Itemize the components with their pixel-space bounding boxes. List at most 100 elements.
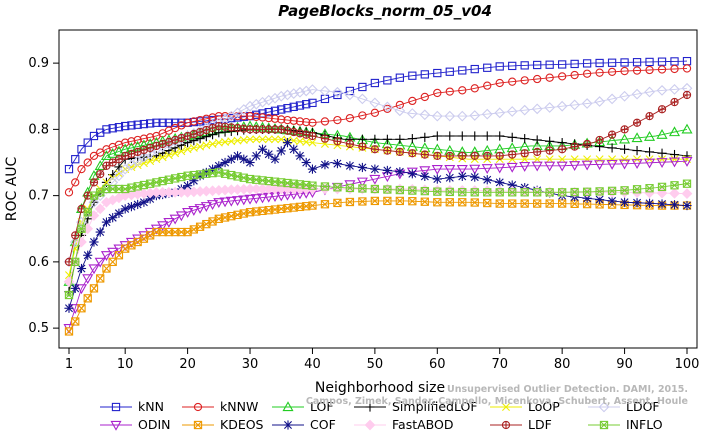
data-point-marker [333,115,342,125]
data-point-marker [227,111,236,121]
data-point-marker [358,82,367,92]
data-point-marker [506,162,518,173]
data-point-marker [383,196,392,206]
data-point-marker [657,57,667,66]
data-point-marker [345,113,355,123]
data-point-marker [508,61,517,71]
data-point-marker [533,155,542,164]
data-point-marker [95,227,105,237]
data-point-marker [332,159,343,169]
data-point-marker [408,71,417,80]
plot-area-frame [58,29,698,349]
data-point-marker [183,145,192,154]
data-point-marker [214,138,223,147]
data-point-marker [277,105,286,114]
data-point-marker [113,170,125,182]
data-point-marker [345,161,355,171]
data-point-marker [358,184,367,193]
data-point-marker [608,155,617,164]
data-point-marker [308,118,317,127]
data-point-marker [481,108,493,120]
data-point-marker [395,100,404,110]
data-point-marker [64,290,74,300]
data-point-marker [469,164,481,175]
data-point-marker [164,151,173,160]
data-point-marker [483,81,492,90]
data-point-marker [252,135,261,144]
data-point-marker [619,90,630,102]
data-point-marker [545,136,555,146]
data-point-marker [556,100,568,112]
data-point-marker [669,200,680,210]
data-point-marker [406,167,418,178]
data-point-marker [420,197,429,206]
data-point-marker [444,110,456,122]
data-point-marker [494,107,506,119]
data-point-marker [407,134,417,144]
data-point-marker [127,137,136,146]
data-point-marker [357,162,367,173]
data-point-marker [644,130,656,141]
data-point-marker [570,187,579,197]
data-point-marker [77,224,86,233]
y-tick-label: 0.9 [28,56,49,71]
data-point-marker [681,188,693,200]
data-point-marker [369,174,381,185]
data-point-marker [595,135,604,145]
data-point-marker [133,135,142,145]
data-point-marker [71,231,80,240]
data-point-marker [520,188,529,197]
data-point-marker [89,237,99,247]
data-point-marker [163,217,175,228]
data-point-marker [270,114,280,123]
data-point-marker [127,121,136,130]
data-point-marker [644,198,655,208]
data-point-marker [202,141,211,150]
data-point-marker [357,134,367,144]
data-point-marker [644,147,655,157]
data-point-marker [257,96,268,108]
data-point-marker [607,130,617,139]
data-point-marker [333,90,342,100]
data-point-marker [570,142,579,151]
data-point-marker [64,164,74,174]
data-point-marker [239,111,248,121]
data-point-marker [445,67,454,76]
data-point-marker [102,178,111,187]
legend-swatch-marker [501,420,511,430]
data-point-marker [445,173,455,183]
data-point-marker [670,64,679,74]
data-point-marker [138,151,150,163]
data-point-marker [83,138,92,147]
legend-swatch-marker [193,402,203,412]
data-point-marker [382,165,392,176]
data-point-marker [88,264,100,275]
data-point-marker [245,111,255,121]
data-point-marker [344,89,356,101]
x-tick-label: 10 [117,357,134,372]
data-point-marker [607,143,617,153]
data-point-marker [146,157,155,166]
data-point-marker [495,151,504,161]
data-point-marker [632,118,642,127]
data-point-marker [656,85,668,96]
data-point-marker [263,94,275,106]
data-point-marker [531,161,543,172]
series-kdeos [64,196,692,336]
data-point-marker [77,304,86,313]
x-tick-label: 20 [179,357,196,372]
data-point-marker [194,204,206,214]
data-point-marker [152,118,161,127]
x-tick-label: 40 [304,357,321,372]
data-point-marker [595,58,604,68]
data-point-marker [395,73,404,82]
data-point-marker [320,134,330,143]
data-point-marker [307,164,318,174]
data-point-marker [64,303,74,313]
x-tick-label: 100 [675,357,700,372]
data-point-marker [289,127,298,137]
data-point-marker [656,128,668,139]
series-knn [64,56,692,174]
data-point-marker [96,148,105,157]
data-point-marker [214,111,223,121]
